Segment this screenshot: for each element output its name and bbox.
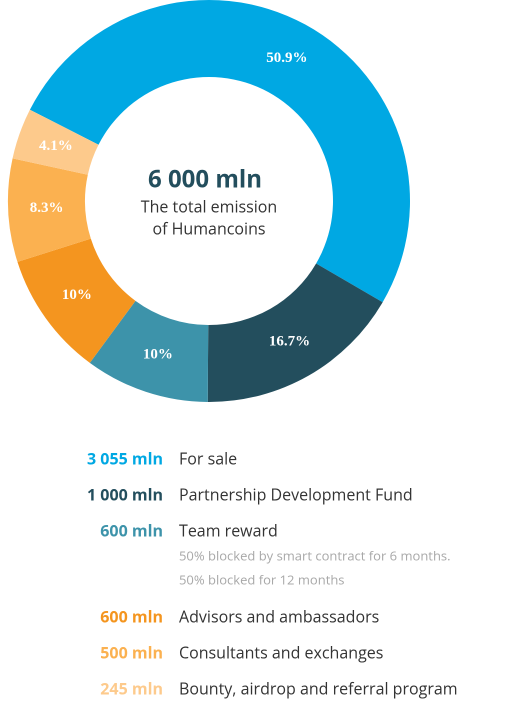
chart-title: 6 000 mln bbox=[148, 162, 262, 195]
legend-amount: 600 mln bbox=[100, 519, 163, 541]
slice-label: 10% bbox=[143, 347, 173, 363]
slice-label: 10% bbox=[62, 287, 92, 303]
legend-note: 50% blocked for 12 months bbox=[179, 570, 345, 588]
slice-label: 50.9% bbox=[266, 50, 307, 66]
legend-label: For sale bbox=[179, 447, 237, 469]
legend-note: 50% blocked by smart contract for 6 mont… bbox=[179, 546, 451, 564]
donut: 50.9% 16.7% 10% 10% 8.3% 4.1% bbox=[7, 0, 410, 402]
legend-label: Consultants and exchanges bbox=[179, 641, 383, 663]
chart-subtitle: of Humancoins bbox=[152, 217, 265, 239]
donut-slice bbox=[7, 158, 91, 262]
donut-slice bbox=[12, 109, 99, 175]
legend-amount: 1 000 mln bbox=[87, 483, 163, 505]
legend-label: Advisors and ambassadors bbox=[179, 605, 379, 627]
donut-slice bbox=[29, 0, 410, 303]
legend-label: Partnership Development Fund bbox=[179, 483, 413, 505]
donut-slice bbox=[17, 238, 136, 363]
legend-label: Bounty, airdrop and referral program bbox=[179, 677, 458, 699]
legend-amount: 245 mln bbox=[100, 677, 163, 699]
slice-label: 4.1% bbox=[39, 138, 73, 154]
legend-amount: 600 mln bbox=[100, 605, 163, 627]
legend-label: Team reward bbox=[179, 519, 278, 541]
chart-subtitle: The total emission bbox=[141, 195, 277, 217]
donut-slice bbox=[89, 300, 209, 402]
slice-label: 8.3% bbox=[30, 200, 64, 216]
legend-amount: 500 mln bbox=[100, 641, 163, 663]
slice-label: 16.7% bbox=[269, 334, 310, 350]
legend-amount: 3 055 mln bbox=[87, 447, 163, 469]
donut-slice bbox=[207, 263, 383, 402]
